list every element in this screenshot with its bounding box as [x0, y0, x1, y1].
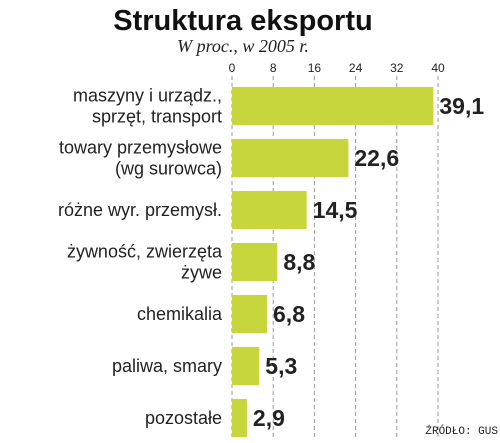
- bar: [232, 399, 247, 437]
- x-tick-label: 24: [349, 61, 363, 75]
- category-label: różne wyr. przemysł.: [58, 200, 222, 220]
- x-tick-label: 40: [431, 61, 445, 75]
- value-label: 2,9: [253, 405, 285, 431]
- bar: [232, 295, 268, 333]
- value-label: 8,8: [283, 249, 315, 275]
- x-tick-label: 0: [229, 61, 236, 75]
- bar: [232, 139, 349, 177]
- value-label: 22,6: [354, 145, 399, 171]
- bars: [232, 87, 434, 437]
- category-labels: maszyny i urządz., sprzęt, transport towar…: [58, 86, 223, 429]
- category-label: chemikalia: [137, 304, 223, 324]
- chart-title: Struktura eksportu: [113, 5, 372, 37]
- bar: [232, 191, 307, 229]
- value-labels: 39,1 22,6 14,5 8,8 6,8 5,3 2,9: [253, 93, 484, 431]
- value-label: 5,3: [265, 353, 297, 379]
- x-tick-label: 8: [270, 61, 277, 75]
- category-label: paliwa, smary: [112, 356, 222, 376]
- category-label: pozostałe: [145, 408, 222, 428]
- category-label: żywność, zwierzęta żywe: [67, 242, 223, 283]
- value-label: 14,5: [313, 197, 358, 223]
- x-tick-label: 32: [390, 61, 404, 75]
- bar: [232, 347, 260, 385]
- source-note: ŹRÓDŁO: GUS: [425, 424, 498, 438]
- chart-subtitle: W proc., w 2005 r.: [177, 36, 309, 56]
- value-label: 39,1: [439, 93, 484, 119]
- x-axis-tick-labels: 0 8 16 24 32 40: [229, 61, 445, 75]
- bar: [232, 243, 278, 281]
- bar: [232, 87, 434, 125]
- category-label: towary przemysłowe (wg surowca): [59, 138, 222, 179]
- category-label: maszyny i urządz., sprzęt, transport: [73, 86, 222, 127]
- value-label: 6,8: [273, 301, 305, 327]
- x-tick-label: 16: [308, 61, 322, 75]
